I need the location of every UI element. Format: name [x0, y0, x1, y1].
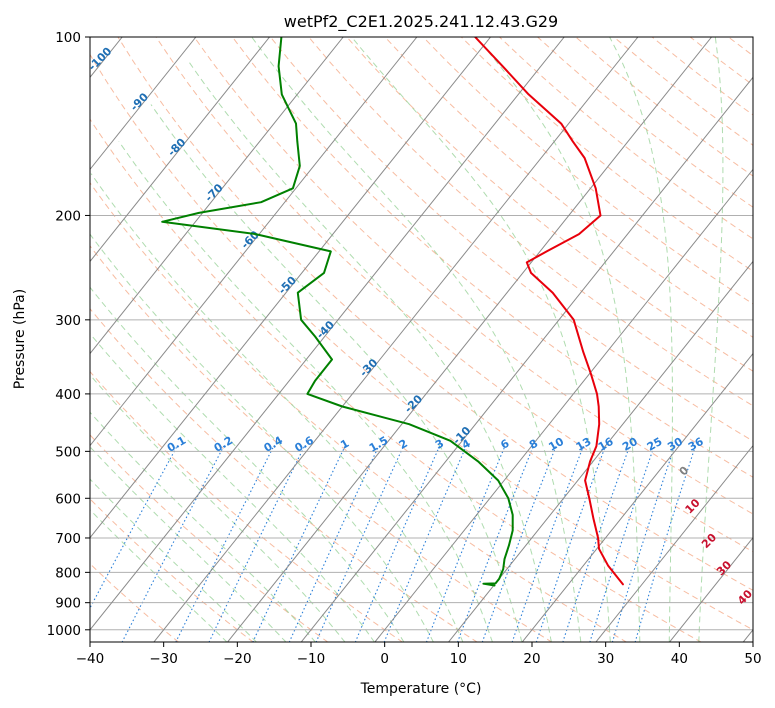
profile-lines [161, 37, 624, 587]
x-tick-label: 20 [523, 651, 540, 667]
x-tick-label: 30 [597, 651, 614, 667]
y-tick-label: 400 [55, 387, 81, 403]
moist-adiabat-line [90, 233, 434, 642]
moist-adiabat-line [90, 173, 464, 642]
isotherm-line [90, 37, 197, 171]
moist-adiabat-line [90, 286, 405, 642]
moist-adiabat-line [698, 37, 724, 642]
moist-adiabat-line [90, 478, 258, 642]
chart-title: wetPf2_C2E1.2025.241.12.43.G29 [284, 12, 558, 32]
dry-adiabat-line [308, 37, 753, 407]
y-tick-label: 200 [55, 208, 81, 224]
plot-frame [89, 36, 754, 643]
y-tick-label: 100 [55, 30, 81, 46]
dry-adiabat-line [117, 37, 753, 591]
x-tick-label: −30 [149, 651, 178, 667]
x-tick-label: −20 [223, 651, 252, 667]
isotherm-line [90, 37, 418, 447]
isotherm-line [90, 37, 270, 263]
moist-adiabat-line [90, 446, 287, 642]
x-axis-title: Temperature (°C) [360, 681, 482, 697]
isotherm-line [90, 37, 344, 355]
temperature-line [474, 37, 624, 586]
isotherm-line [521, 352, 753, 642]
mixing-ratio-line [457, 445, 534, 642]
x-tick-label: 0 [380, 651, 389, 667]
mixing-ratio-line [589, 445, 655, 642]
mixing-ratio-line [354, 445, 441, 642]
dry-adiabat-line [90, 245, 553, 642]
mixing-ratio-line [562, 445, 631, 642]
x-tick-label: −10 [297, 651, 326, 667]
isotherm-line [153, 37, 639, 642]
moist-adiabat-line [609, 37, 673, 642]
mixing-ratio-line [511, 445, 584, 642]
isotherm-line [90, 37, 491, 539]
dry-adiabat-line [346, 37, 753, 372]
dry-adiabat-line [90, 434, 329, 642]
y-axis: 100 200 300 400 500 600 700 800 900 1000 [47, 30, 90, 639]
moist-adiabat-line [90, 374, 346, 642]
mixing-ratio-line [252, 445, 346, 642]
y-tick-label: 500 [55, 444, 81, 460]
mixing-ratio-line [175, 445, 275, 642]
dry-adiabat-line [90, 118, 702, 642]
isotherm-line [226, 37, 712, 642]
isotherm-line [668, 536, 753, 642]
moist-adiabat-line [90, 332, 375, 642]
x-tick-label: −40 [76, 651, 105, 667]
dry-adiabat-line [90, 307, 478, 642]
mixing-ratio-line [535, 445, 606, 642]
dry-adiabat-line [90, 181, 628, 642]
moist-adiabat-line [150, 104, 523, 642]
dry-adiabat-line [155, 37, 753, 553]
isotherm-line [595, 444, 753, 642]
moist-adiabat-line [251, 37, 582, 642]
isotherm-line [374, 168, 753, 642]
x-axis: −40 −30 −20 −10 0 10 20 30 40 50 [76, 642, 762, 667]
isotherm-line [90, 37, 565, 631]
y-tick-label: 800 [55, 565, 81, 581]
background-lines [90, 37, 753, 642]
x-tick-label: 50 [744, 651, 761, 667]
y-tick-label: 1000 [47, 623, 81, 639]
moist-adiabat-line [90, 509, 228, 642]
dry-adiabat-line [193, 37, 753, 515]
y-tick-label: 300 [55, 313, 81, 329]
moist-adiabat-line [475, 37, 641, 642]
dry-adiabat-line [384, 37, 753, 338]
y-axis-title: Pressure (hPa) [12, 289, 28, 389]
mixing-ratio-line [481, 445, 557, 642]
isotherm-line [447, 260, 753, 642]
dewpoint-line [161, 37, 514, 587]
mixing-ratio-line [611, 445, 676, 642]
dry-adiabat-line [90, 563, 180, 642]
mixing-ratio-line [634, 445, 696, 642]
mixing-ratio-line [208, 445, 305, 642]
y-tick-label: 600 [55, 491, 81, 507]
isotherm-line [300, 76, 753, 642]
y-tick-label: 900 [55, 596, 81, 612]
dry-adiabat-line [90, 53, 753, 631]
plot-area [90, 37, 753, 642]
moist-adiabat-line [188, 61, 552, 642]
x-tick-label: 10 [450, 651, 467, 667]
y-tick-label: 700 [55, 531, 81, 547]
x-tick-label: 40 [671, 651, 688, 667]
